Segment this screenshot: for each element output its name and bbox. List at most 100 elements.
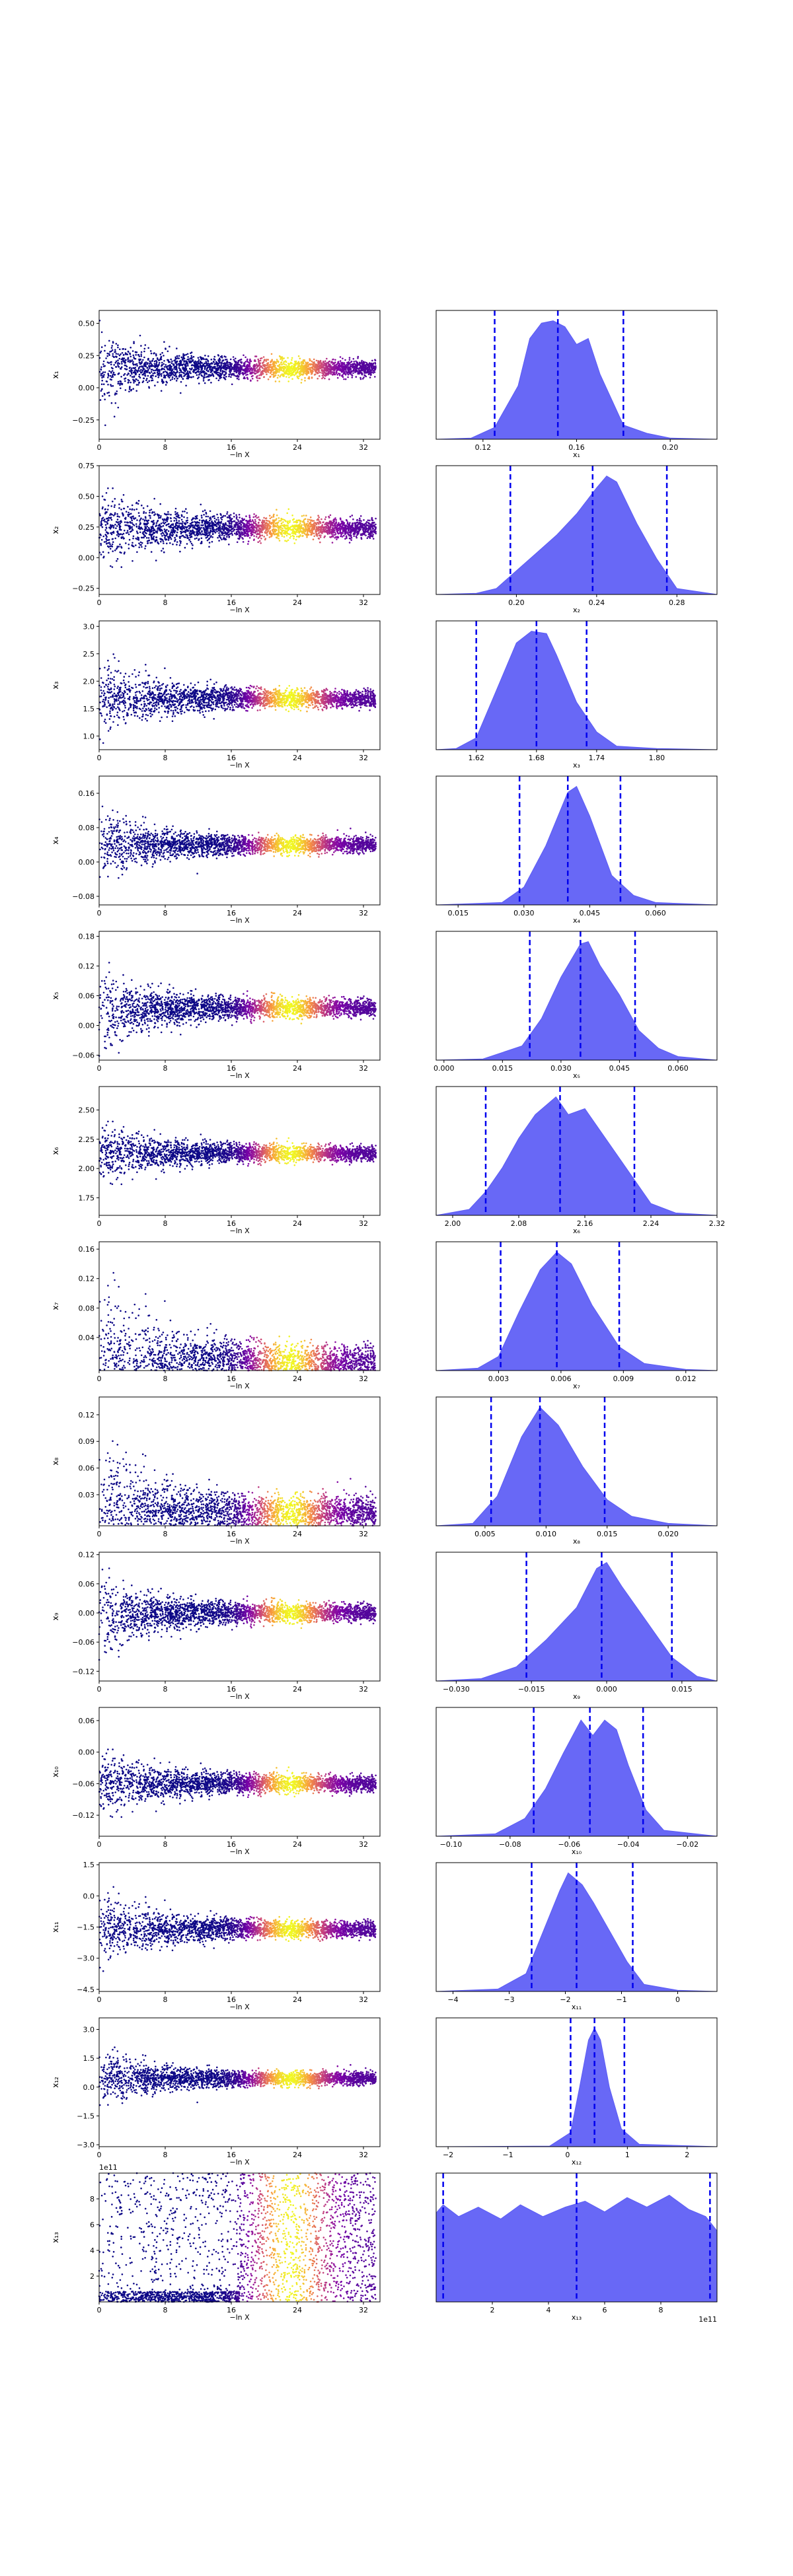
trace-point — [128, 388, 131, 390]
trace-point — [135, 390, 137, 392]
trace-point — [116, 521, 118, 524]
trace-point — [124, 529, 126, 532]
trace-point — [177, 514, 179, 516]
trace-point — [348, 366, 350, 369]
trace-point — [203, 362, 206, 365]
trace-point — [286, 521, 289, 524]
trace-point — [132, 350, 134, 352]
trace-point — [147, 367, 149, 369]
trace-point — [320, 367, 322, 369]
trace-point — [129, 352, 131, 355]
trace-point — [136, 365, 138, 367]
trace-point — [215, 377, 217, 380]
trace-point — [221, 516, 223, 518]
trace-point — [151, 520, 153, 522]
trace-point — [272, 361, 275, 363]
trace-point — [338, 375, 341, 376]
trace-point — [176, 544, 178, 546]
trace-point — [117, 344, 119, 346]
trace-point — [170, 526, 172, 528]
trace-point — [161, 364, 163, 367]
trace-point — [318, 538, 321, 540]
trace-point — [361, 378, 364, 380]
trace-point — [124, 380, 126, 382]
trace-point — [248, 367, 251, 369]
trace-point — [282, 363, 284, 365]
trace-point — [186, 376, 188, 378]
trace-point — [122, 357, 124, 359]
trace-point — [143, 536, 145, 539]
trace-point — [299, 522, 301, 525]
trace-point — [132, 388, 134, 390]
trace-point — [301, 524, 303, 526]
trace-point — [231, 368, 233, 371]
trace-point — [270, 353, 273, 355]
trace-point — [138, 542, 140, 544]
trace-point — [352, 358, 355, 360]
trace-point — [371, 536, 373, 538]
trace-point — [182, 378, 184, 380]
trace-point — [185, 361, 187, 363]
trace-point — [257, 541, 260, 543]
trace-point — [202, 524, 204, 526]
trace-point — [223, 375, 226, 376]
trace-point — [110, 524, 112, 526]
trace-point — [165, 532, 167, 534]
trace-point — [167, 523, 169, 526]
trace-point — [204, 368, 206, 370]
trace-point — [311, 527, 313, 530]
trace-point — [170, 523, 173, 526]
trace-xtick-label: 24 — [293, 443, 302, 452]
trace-point — [190, 351, 193, 353]
trace-point — [132, 560, 133, 562]
trace-point — [307, 361, 309, 364]
trace-point — [185, 384, 187, 387]
trace-point — [204, 529, 206, 532]
trace-point — [176, 347, 178, 349]
trace-point — [131, 376, 133, 378]
trace-point — [108, 354, 110, 356]
trace-point — [245, 356, 246, 359]
trace-point — [136, 538, 138, 540]
trace-point — [125, 517, 127, 519]
trace-point — [355, 367, 357, 369]
trace-point — [315, 359, 318, 362]
trace-point — [102, 363, 104, 365]
trace-point — [270, 522, 272, 524]
trace-point — [140, 353, 142, 355]
trace-point — [106, 355, 108, 357]
trace-point — [298, 373, 301, 375]
trace-point — [202, 371, 204, 373]
trace-point — [138, 373, 141, 376]
trace-point — [161, 532, 164, 534]
trace-point — [104, 529, 107, 531]
trace-point — [278, 380, 281, 382]
trace-point — [190, 540, 192, 543]
trace-point — [169, 345, 170, 347]
trace-point — [294, 370, 297, 372]
trace-point — [117, 359, 119, 361]
trace-point — [260, 357, 263, 359]
trace-point — [115, 366, 118, 368]
trace-point — [341, 371, 344, 373]
trace-point — [351, 524, 353, 526]
trace-point — [112, 341, 114, 344]
trace-point — [100, 368, 102, 371]
trace-xlabel: −ln X — [229, 450, 250, 459]
trace-point — [186, 358, 189, 361]
trace-point — [124, 348, 127, 350]
trace-point — [234, 370, 237, 373]
trace-point — [337, 361, 340, 363]
trace-point — [229, 526, 231, 528]
trace-point — [186, 519, 189, 522]
trace-point — [365, 522, 367, 524]
trace-point — [116, 534, 118, 536]
trace-point — [348, 537, 351, 540]
trace-point — [256, 365, 259, 368]
trace-point — [241, 517, 243, 520]
trace-point — [237, 375, 239, 376]
trace-point — [335, 365, 338, 368]
trace-point — [147, 369, 149, 371]
trace-point — [119, 380, 121, 382]
trace-point — [289, 537, 291, 539]
